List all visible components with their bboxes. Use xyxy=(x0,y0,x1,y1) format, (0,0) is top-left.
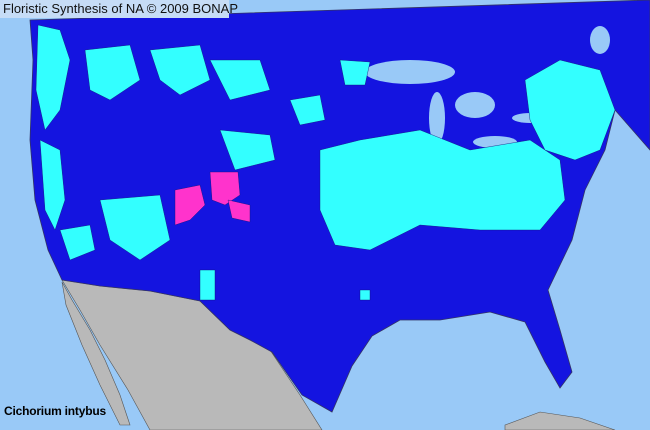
baja-california xyxy=(61,281,131,426)
species-name: Cichorium intybus xyxy=(4,404,106,418)
noxious-counties xyxy=(174,171,251,226)
map-title: Floristic Synthesis of NA © 2009 BONAP xyxy=(0,0,238,18)
present-counties xyxy=(35,24,616,301)
cuba xyxy=(504,411,616,430)
